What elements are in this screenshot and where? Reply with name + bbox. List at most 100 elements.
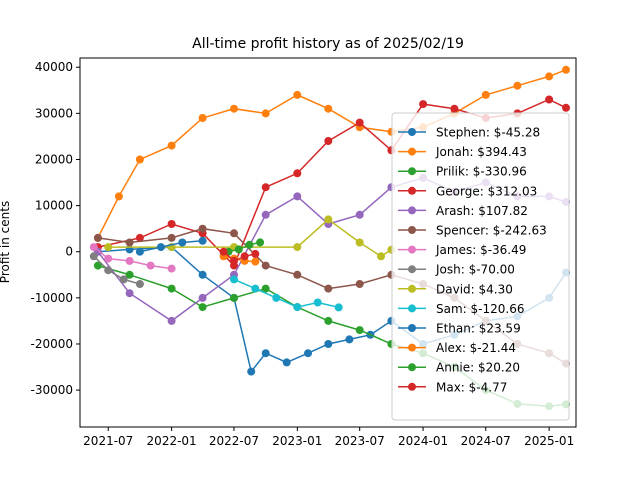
data-point — [355, 210, 364, 219]
data-point — [125, 270, 134, 279]
legend-marker — [408, 147, 416, 156]
legend-item: Annie: $20.20 — [398, 361, 520, 375]
data-point — [234, 245, 243, 254]
data-point — [324, 284, 333, 293]
y-tick-label: 30000 — [35, 106, 73, 120]
data-point — [178, 238, 187, 247]
data-point — [304, 349, 312, 358]
data-point — [324, 316, 333, 325]
legend-label: Prilik: $-330.96 — [436, 165, 527, 179]
series-line — [108, 218, 392, 258]
legend-marker — [408, 245, 416, 254]
data-point — [135, 155, 144, 164]
legend-item: Josh: $-70.00 — [398, 263, 515, 277]
legend-item: Sam: $-120.66 — [398, 302, 524, 316]
x-tick-label: 2022-07 — [209, 434, 259, 448]
series-12 — [224, 238, 265, 256]
data-point — [355, 238, 364, 247]
data-point — [104, 243, 113, 252]
data-point — [324, 104, 333, 113]
legend-marker — [408, 265, 416, 274]
data-point — [419, 100, 428, 109]
legend-marker — [408, 226, 416, 234]
x-tick-label: 2024-01 — [398, 434, 448, 448]
x-tick-label: 2021-07 — [83, 434, 133, 448]
data-point — [261, 183, 270, 192]
data-point — [251, 284, 260, 293]
data-point — [545, 95, 554, 104]
x-tick-label: 2025-01 — [524, 434, 574, 448]
data-point — [198, 270, 207, 279]
legend-item: Spencer: $-242.63 — [398, 224, 547, 238]
legend-item: James: $-36.49 — [398, 243, 526, 257]
legend-label: Ethan: $23.59 — [436, 322, 521, 336]
data-point — [230, 229, 238, 238]
legend-item: George: $312.03 — [398, 184, 537, 198]
legend-item: Ethan: $23.59 — [398, 322, 521, 336]
data-point — [167, 220, 176, 228]
data-point — [261, 261, 270, 270]
x-tick-label: 2023-07 — [335, 434, 385, 448]
series-13 — [219, 247, 260, 265]
legend-label: Arash: $107.82 — [436, 204, 528, 218]
series-line — [139, 240, 203, 253]
data-point — [167, 316, 176, 325]
data-point — [198, 224, 207, 233]
data-point — [272, 293, 281, 302]
data-point — [125, 238, 134, 247]
data-point — [293, 270, 302, 279]
data-point — [89, 243, 98, 252]
legend-marker — [408, 284, 416, 293]
y-tick-label: 20000 — [35, 152, 73, 166]
data-point — [135, 233, 144, 242]
legend-marker — [408, 128, 416, 136]
data-point — [230, 293, 238, 302]
data-point — [313, 298, 322, 307]
data-point — [324, 215, 333, 224]
data-point — [282, 358, 291, 367]
data-point — [104, 254, 113, 263]
data-point — [345, 335, 354, 344]
data-point — [293, 243, 302, 252]
data-point — [230, 104, 238, 113]
chart-title: All-time profit history as of 2025/02/19 — [192, 36, 464, 52]
series-line — [223, 255, 256, 263]
data-point — [261, 284, 270, 293]
data-point — [198, 303, 207, 312]
legend-item: Jonah: $394.43 — [398, 145, 527, 159]
legend-marker — [408, 382, 416, 391]
data-point — [450, 104, 459, 113]
data-point — [334, 303, 343, 312]
data-point — [355, 280, 364, 288]
legend-item: Arash: $107.82 — [398, 204, 528, 218]
legend-label: James: $-36.49 — [435, 243, 526, 257]
data-point — [293, 90, 302, 99]
data-point — [293, 192, 302, 201]
data-point — [93, 233, 102, 242]
series-line — [93, 255, 141, 285]
x-tick-label: 2022-01 — [147, 434, 197, 448]
legend-label: Josh: $-70.00 — [435, 263, 515, 277]
y-tick-label: 10000 — [35, 199, 73, 213]
y-tick-label: -10000 — [30, 291, 73, 305]
legend-label: David: $4.30 — [436, 282, 513, 296]
plot-frame — [79, 57, 577, 428]
data-point — [562, 103, 570, 112]
data-point — [261, 210, 270, 219]
data-point — [198, 293, 207, 302]
series-10 — [135, 236, 207, 256]
data-point — [119, 275, 128, 284]
data-point — [355, 118, 364, 127]
legend-label: Jonah: $394.43 — [435, 145, 527, 159]
series-9 — [230, 275, 343, 312]
data-point — [245, 240, 254, 249]
legend-label: Alex: $-21.44 — [436, 341, 516, 355]
legend-item: David: $4.30 — [398, 282, 513, 296]
legend-marker — [408, 304, 416, 313]
legend-marker — [408, 343, 416, 352]
data-point — [230, 275, 238, 284]
data-point — [167, 284, 176, 293]
legend: Stephen: $-45.28 Jonah: $394.43 Prilik: $-… — [391, 112, 570, 421]
legend-label: Sam: $-120.66 — [436, 302, 524, 316]
series-6 — [89, 243, 176, 273]
